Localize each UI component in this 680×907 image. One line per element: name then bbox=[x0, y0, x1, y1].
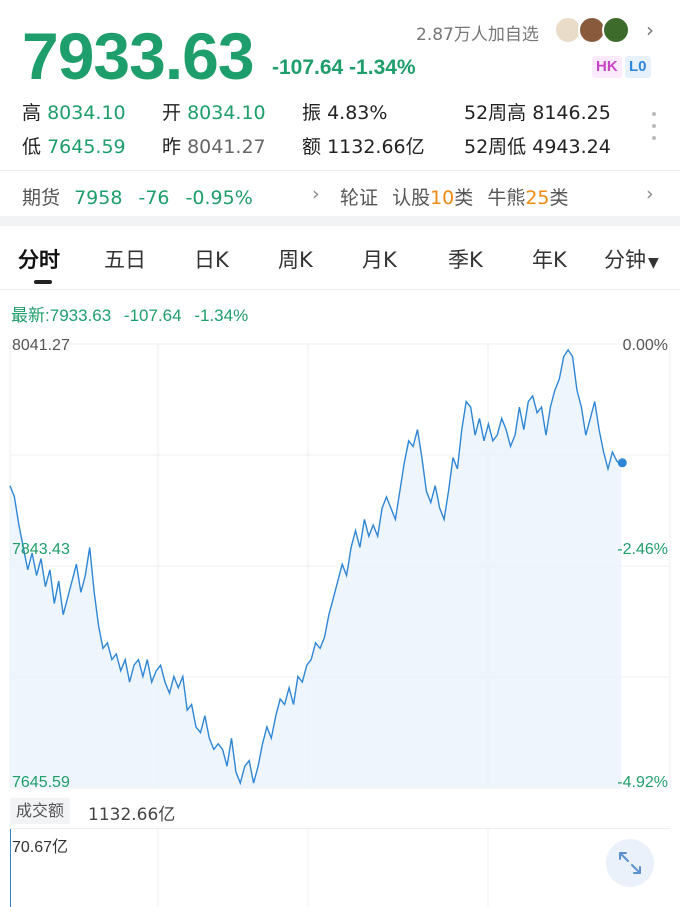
chevron-right-icon[interactable]: › bbox=[646, 183, 654, 205]
stat-low: 低 7645.59 bbox=[22, 136, 126, 158]
avatar bbox=[578, 16, 606, 44]
price-change: -107.64 -1.34% bbox=[272, 56, 416, 79]
section-divider bbox=[0, 216, 680, 226]
futures-quote[interactable]: 期货 7958 -76 -0.95% bbox=[22, 187, 253, 209]
level-badge: L0 bbox=[625, 56, 651, 78]
tab-five-day[interactable]: 五日 bbox=[104, 248, 146, 272]
latest-quote: 最新:7933.63 -107.64 -1.34% bbox=[11, 306, 249, 325]
futures-row: 期货 7958 -76 -0.95% › 轮证 认股10类 牛熊25类 › bbox=[0, 170, 680, 216]
y-axis-pct-mid: -2.46% bbox=[617, 541, 668, 558]
current-price: 7933.63 bbox=[22, 19, 255, 93]
stat-52wk-high: 52周高 8146.25 bbox=[464, 102, 611, 124]
stat-high: 高 8034.10 bbox=[22, 102, 126, 124]
intraday-chart[interactable]: 8041.27 7843.43 7645.59 0.00% -2.46% -4.… bbox=[0, 330, 680, 794]
warrants-link[interactable]: 轮证 认股10类 牛熊25类 bbox=[340, 187, 569, 209]
stat-open: 开 8034.10 bbox=[162, 102, 266, 124]
chart-tabs: 分时 五日 日K 周K 月K 季K 年K 分钟 ▼ bbox=[0, 226, 680, 290]
stat-amount: 额 1132.66亿 bbox=[302, 136, 425, 158]
market-badge-hk: HK bbox=[592, 56, 622, 78]
chevron-right-icon[interactable]: › bbox=[312, 183, 320, 205]
active-tab-indicator bbox=[34, 280, 52, 284]
stat-52wk-low: 52周低 4943.24 bbox=[464, 136, 611, 158]
tab-monthly-k[interactable]: 月K bbox=[362, 248, 397, 272]
tab-weekly-k[interactable]: 周K bbox=[278, 248, 313, 272]
tab-yearly-k[interactable]: 年K bbox=[532, 248, 567, 272]
follower-avatars[interactable] bbox=[554, 16, 636, 46]
more-icon[interactable] bbox=[652, 112, 658, 148]
expand-icon bbox=[619, 852, 641, 874]
volume-max-label: 70.67亿 bbox=[12, 839, 69, 856]
followers-count[interactable]: 2.87万人加自选 bbox=[416, 25, 539, 45]
y-axis-label-bottom: 7645.59 bbox=[12, 774, 70, 791]
y-axis-label-mid: 7843.43 bbox=[12, 541, 70, 558]
tab-daily-k[interactable]: 日K bbox=[194, 248, 229, 272]
volume-value: 1132.66亿 bbox=[88, 805, 176, 825]
avatar bbox=[602, 16, 630, 44]
price-line bbox=[9, 348, 622, 786]
tab-intraday[interactable]: 分时 bbox=[18, 248, 60, 272]
volume-grid bbox=[10, 829, 489, 907]
chevron-right-icon[interactable]: › bbox=[646, 18, 654, 42]
avatar bbox=[554, 16, 582, 44]
tab-quarterly-k[interactable]: 季K bbox=[448, 248, 483, 272]
y-axis-pct-bottom: -4.92% bbox=[617, 774, 668, 791]
price-area bbox=[10, 349, 622, 788]
expand-chart-button[interactable] bbox=[606, 839, 654, 887]
caret-down-icon: ▼ bbox=[648, 255, 659, 271]
last-price-dot bbox=[617, 458, 627, 468]
stat-prev-close: 昨 8041.27 bbox=[162, 136, 266, 158]
y-axis-label-top: 8041.27 bbox=[12, 337, 70, 354]
y-axis-pct-top: 0.00% bbox=[623, 337, 668, 354]
volume-tag[interactable]: 成交额 bbox=[10, 798, 71, 824]
tab-minute[interactable]: 分钟 ▼ bbox=[604, 248, 659, 272]
volume-chart: 70.67亿 bbox=[10, 828, 670, 907]
stat-amplitude: 振 4.83% bbox=[302, 102, 388, 124]
